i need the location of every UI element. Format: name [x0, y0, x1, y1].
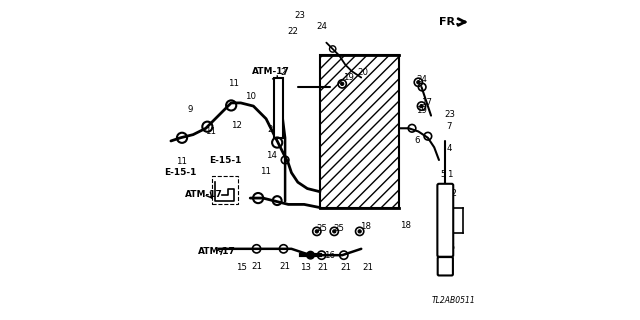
Text: 24: 24 — [316, 22, 327, 31]
Text: 12: 12 — [232, 121, 243, 130]
Text: FR.: FR. — [439, 17, 460, 27]
Text: 23: 23 — [444, 109, 455, 118]
Circle shape — [340, 82, 344, 85]
Circle shape — [417, 81, 420, 84]
Circle shape — [358, 230, 361, 233]
Text: 21: 21 — [252, 262, 262, 271]
Text: 6: 6 — [414, 136, 419, 146]
Circle shape — [333, 230, 336, 233]
Circle shape — [420, 105, 423, 108]
Text: 11: 11 — [175, 157, 186, 166]
Text: 1: 1 — [447, 170, 452, 179]
Text: 25: 25 — [316, 224, 327, 233]
Text: 9: 9 — [188, 105, 193, 114]
Text: 14: 14 — [266, 151, 277, 160]
Text: 19: 19 — [416, 106, 427, 115]
Text: 7: 7 — [447, 122, 452, 131]
Text: 24: 24 — [416, 75, 427, 84]
Text: 22: 22 — [446, 189, 457, 198]
Text: ATM-17: ATM-17 — [185, 190, 223, 199]
Text: 21: 21 — [317, 263, 328, 272]
Text: 17: 17 — [420, 99, 432, 108]
FancyBboxPatch shape — [438, 257, 453, 276]
Text: 21: 21 — [279, 262, 290, 271]
Circle shape — [307, 252, 314, 259]
Text: 22: 22 — [287, 27, 298, 36]
Text: ATM-17: ATM-17 — [252, 67, 290, 76]
Text: 21: 21 — [268, 125, 278, 134]
Text: 10: 10 — [245, 92, 257, 101]
Text: 18: 18 — [360, 222, 371, 231]
Bar — [212, 176, 237, 204]
Text: 11: 11 — [260, 167, 271, 176]
Text: ATM-17: ATM-17 — [198, 247, 236, 257]
Text: 21: 21 — [340, 263, 351, 272]
FancyBboxPatch shape — [437, 184, 453, 257]
Text: 2: 2 — [281, 68, 286, 77]
Text: E-15-1: E-15-1 — [209, 156, 241, 164]
Text: 13: 13 — [300, 263, 311, 272]
Text: E-15-1: E-15-1 — [164, 168, 196, 177]
Bar — [320, 55, 399, 208]
Bar — [320, 55, 399, 208]
Text: 15: 15 — [236, 263, 247, 272]
Text: 23: 23 — [294, 11, 305, 20]
Text: 16: 16 — [324, 251, 335, 260]
Text: 8: 8 — [440, 254, 446, 263]
Bar — [274, 77, 283, 138]
Text: 11: 11 — [228, 79, 239, 88]
Circle shape — [316, 230, 319, 233]
Text: 21: 21 — [362, 263, 373, 272]
Text: 20: 20 — [357, 68, 369, 77]
Text: 5: 5 — [440, 170, 446, 179]
Text: 4: 4 — [447, 144, 452, 153]
Text: 3: 3 — [440, 206, 446, 215]
Text: 26: 26 — [444, 243, 455, 252]
Text: 11: 11 — [205, 127, 216, 136]
Text: 18: 18 — [400, 220, 411, 229]
Text: 25: 25 — [333, 224, 344, 233]
Text: 19: 19 — [343, 73, 354, 82]
Text: TL2AB0511: TL2AB0511 — [431, 296, 475, 305]
